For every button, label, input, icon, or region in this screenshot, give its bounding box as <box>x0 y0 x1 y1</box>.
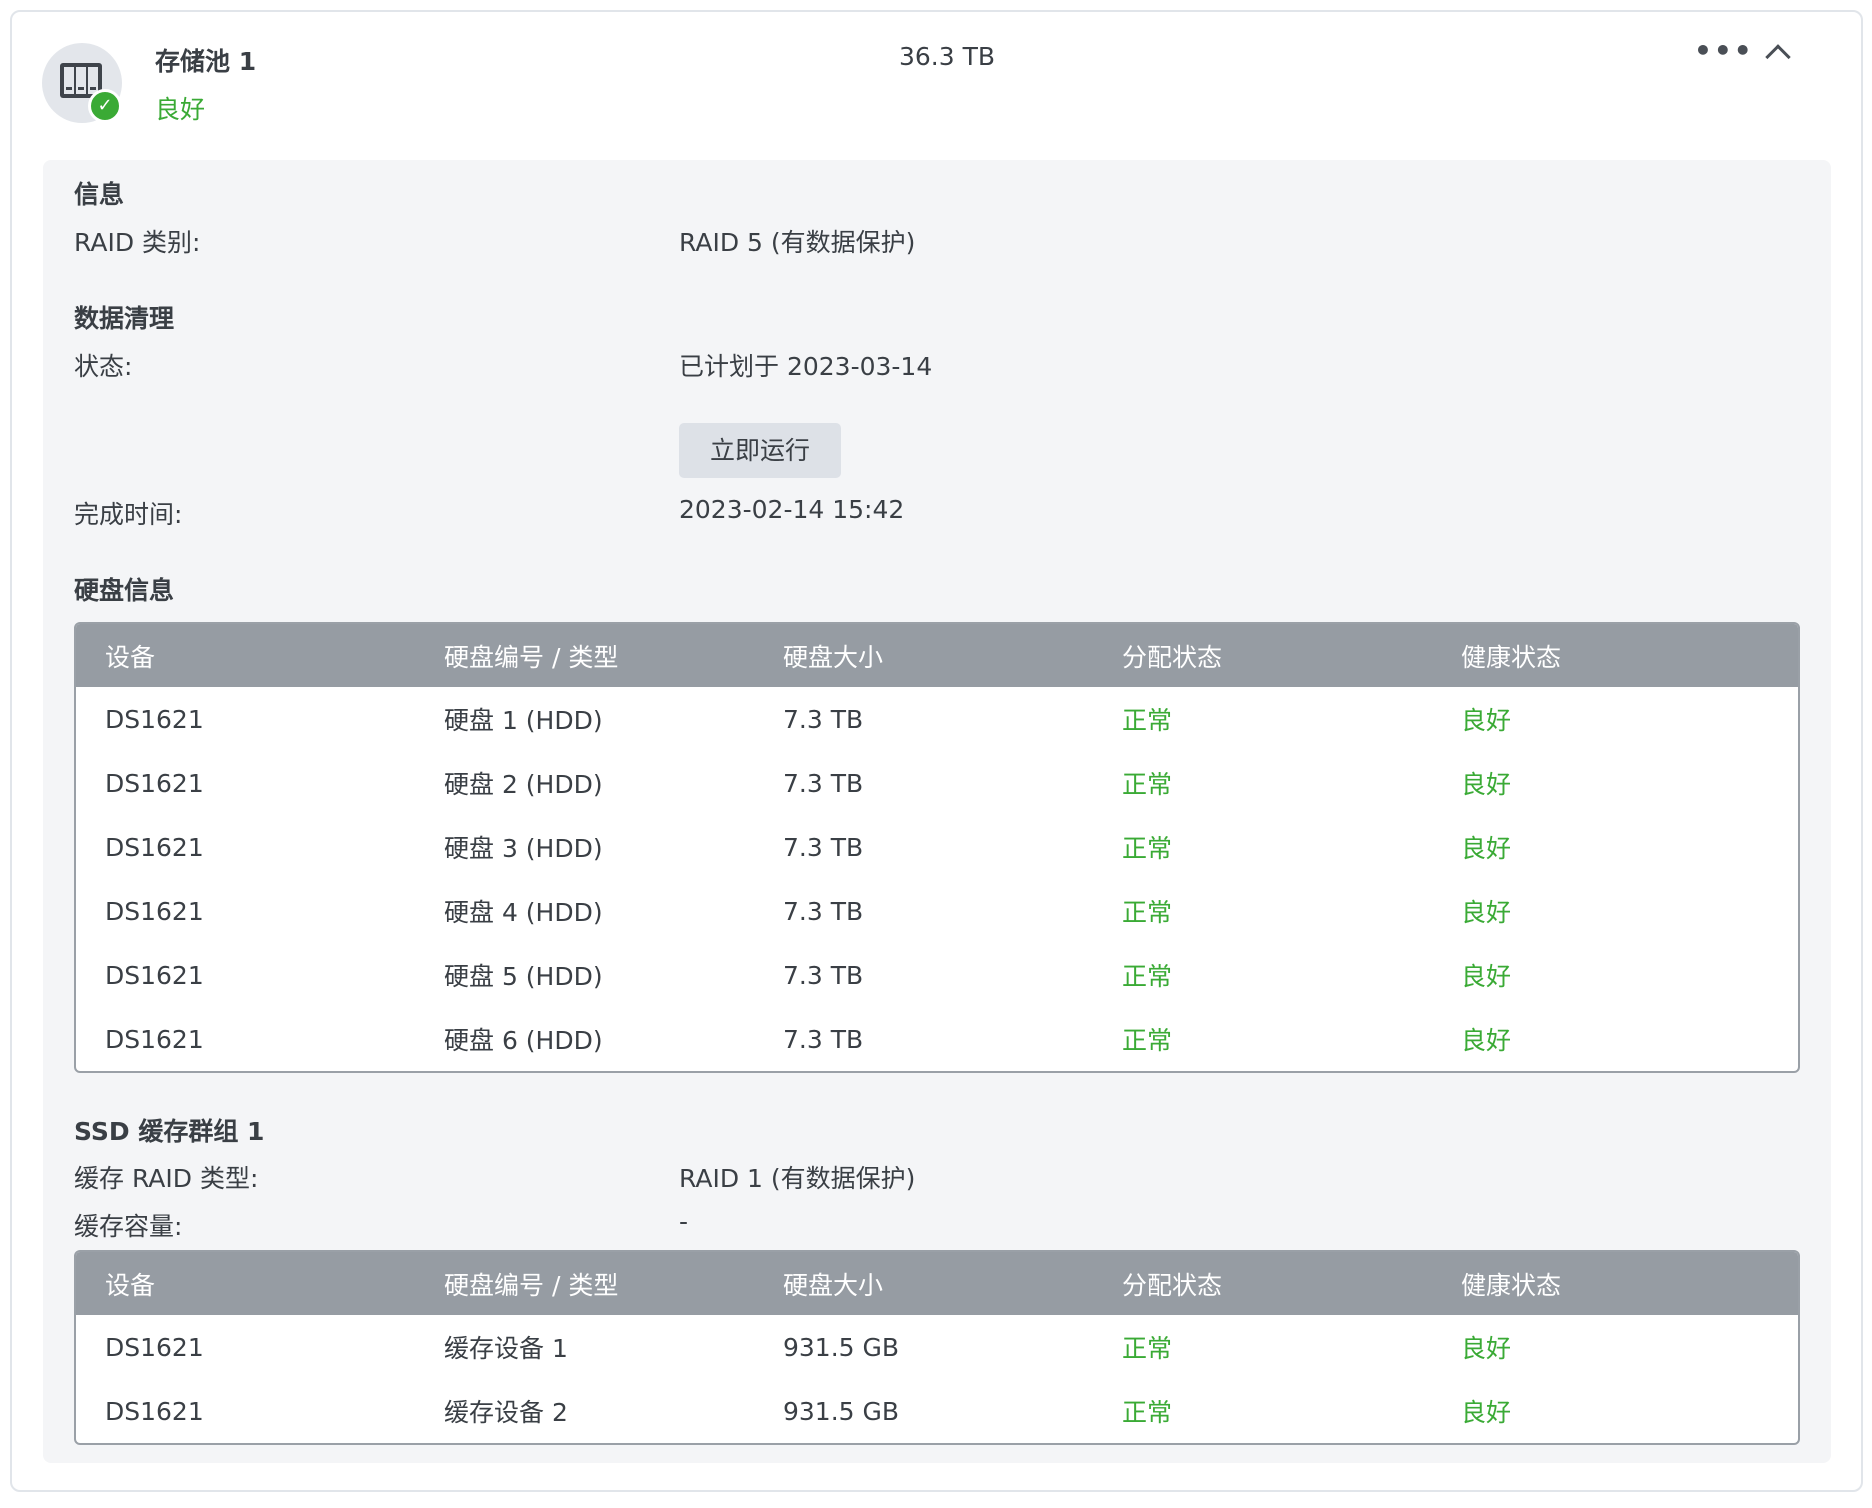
table-cell: 正常 <box>1122 962 1173 991</box>
table-cell: DS1621 <box>105 1024 204 1054</box>
table-cell: 正常 <box>1122 706 1173 735</box>
column-header[interactable]: 硬盘大小 <box>783 642 884 672</box>
table-cell: 931.5 GB <box>783 1332 900 1362</box>
table-row[interactable]: DS1621 硬盘 6 (HDD) 7.3 TB 正常 良好 <box>76 1007 1798 1071</box>
table-cell: 硬盘 3 (HDD) <box>444 834 603 863</box>
table-cell: 7.3 TB <box>783 704 864 734</box>
table-cell: DS1621 <box>105 1332 204 1362</box>
table-row[interactable]: DS1621 缓存设备 2 931.5 GB 正常 良好 <box>76 1379 1798 1443</box>
table-cell: 硬盘 2 (HDD) <box>444 770 603 799</box>
column-header[interactable]: 分配状态 <box>1122 1270 1223 1300</box>
scrub-heading: 数据清理 <box>74 304 175 333</box>
table-cell: 良好 <box>1461 1398 1512 1427</box>
table-row[interactable]: DS1621 硬盘 5 (HDD) 7.3 TB 正常 良好 <box>76 943 1798 1007</box>
table-cell: DS1621 <box>105 960 204 990</box>
info-heading: 信息 <box>74 180 125 209</box>
table-cell: 良好 <box>1461 834 1512 863</box>
table-cell: 硬盘 4 (HDD) <box>444 898 603 927</box>
table-cell: 正常 <box>1122 1334 1173 1363</box>
table-cell: 正常 <box>1122 834 1173 863</box>
column-header[interactable]: 硬盘大小 <box>783 1270 884 1300</box>
table-cell: 正常 <box>1122 1398 1173 1427</box>
table-cell: 7.3 TB <box>783 1024 864 1054</box>
details-panel: 信息 RAID 类别: RAID 5 (有数据保护) 数据清理 状态: 已计划于… <box>43 160 1831 1463</box>
scrub-status-label: 状态: <box>74 352 133 381</box>
table-cell: DS1621 <box>105 704 204 734</box>
table-cell: 正常 <box>1122 770 1173 799</box>
table-cell: DS1621 <box>105 896 204 926</box>
table-row[interactable]: DS1621 硬盘 4 (HDD) 7.3 TB 正常 良好 <box>76 879 1798 943</box>
column-header[interactable]: 分配状态 <box>1122 642 1223 672</box>
run-now-button[interactable]: 立即运行 <box>679 423 841 478</box>
table-cell: 7.3 TB <box>783 896 864 926</box>
table-cell: 硬盘 1 (HDD) <box>444 706 603 735</box>
table-header: 设备 硬盘编号 / 类型 硬盘大小 分配状态 健康状态 <box>76 624 1798 687</box>
cache-capacity-value: - <box>679 1207 689 1236</box>
check-icon: ✓ <box>88 89 122 123</box>
table-row[interactable]: DS1621 硬盘 3 (HDD) 7.3 TB 正常 良好 <box>76 815 1798 879</box>
column-header[interactable]: 设备 <box>105 642 156 672</box>
chevron-up-icon[interactable] <box>1765 44 1791 70</box>
table-cell: 7.3 TB <box>783 960 864 990</box>
cache-capacity-label: 缓存容量: <box>74 1212 183 1241</box>
ssd-table: 设备 硬盘编号 / 类型 硬盘大小 分配状态 健康状态 DS1621 缓存设备 1 931.5… <box>74 1250 1800 1445</box>
table-cell: DS1621 <box>105 1396 204 1426</box>
column-header[interactable]: 健康状态 <box>1461 1270 1562 1300</box>
table-cell: 7.3 TB <box>783 832 864 862</box>
table-row[interactable]: DS1621 硬盘 2 (HDD) 7.3 TB 正常 良好 <box>76 751 1798 815</box>
table-row[interactable]: DS1621 硬盘 1 (HDD) 7.3 TB 正常 良好 <box>76 687 1798 751</box>
table-cell: 良好 <box>1461 898 1512 927</box>
cache-raid-value: RAID 1 (有数据保护) <box>679 1164 916 1193</box>
pool-status: 良好 <box>155 95 206 124</box>
storage-pool-card: ✓ 存储池 1 良好 36.3 TB ••• 信息 RAID 类别: RAID … <box>10 10 1863 1492</box>
done-label: 完成时间: <box>74 500 183 529</box>
table-cell: 良好 <box>1461 706 1512 735</box>
done-value: 2023-02-14 15:42 <box>679 495 905 524</box>
disk-heading: 硬盘信息 <box>74 576 175 605</box>
table-cell: DS1621 <box>105 768 204 798</box>
scrub-status-value: 已计划于 2023-03-14 <box>679 352 933 381</box>
table-cell: 良好 <box>1461 962 1512 991</box>
table-cell: 931.5 GB <box>783 1396 900 1426</box>
table-cell: 正常 <box>1122 898 1173 927</box>
more-icon[interactable]: ••• <box>1694 34 1754 67</box>
ssd-heading: SSD 缓存群组 1 <box>74 1117 265 1146</box>
pool-title: 存储池 1 <box>155 47 257 76</box>
table-cell: 良好 <box>1461 1334 1512 1363</box>
raid-value: RAID 5 (有数据保护) <box>679 228 916 257</box>
raid-label: RAID 类别: <box>74 228 201 257</box>
table-cell: DS1621 <box>105 832 204 862</box>
pool-capacity: 36.3 TB <box>899 42 996 71</box>
table-cell: 硬盘 5 (HDD) <box>444 962 603 991</box>
column-header[interactable]: 健康状态 <box>1461 642 1562 672</box>
table-cell: 缓存设备 2 <box>444 1398 568 1427</box>
table-cell: 正常 <box>1122 1026 1173 1055</box>
column-header[interactable]: 设备 <box>105 1270 156 1300</box>
table-cell: 良好 <box>1461 770 1512 799</box>
table-cell: 良好 <box>1461 1026 1512 1055</box>
cache-raid-label: 缓存 RAID 类型: <box>74 1164 259 1193</box>
disk-table: 设备 硬盘编号 / 类型 硬盘大小 分配状态 健康状态 DS1621 硬盘 1 (HDD) 7… <box>74 622 1800 1073</box>
storage-pool-icon <box>42 43 122 123</box>
column-header[interactable]: 硬盘编号 / 类型 <box>444 642 619 672</box>
table-cell: 硬盘 6 (HDD) <box>444 1026 603 1055</box>
table-row[interactable]: DS1621 缓存设备 1 931.5 GB 正常 良好 <box>76 1315 1798 1379</box>
column-header[interactable]: 硬盘编号 / 类型 <box>444 1270 619 1300</box>
table-cell: 7.3 TB <box>783 768 864 798</box>
table-cell: 缓存设备 1 <box>444 1334 568 1363</box>
table-header: 设备 硬盘编号 / 类型 硬盘大小 分配状态 健康状态 <box>76 1252 1798 1315</box>
